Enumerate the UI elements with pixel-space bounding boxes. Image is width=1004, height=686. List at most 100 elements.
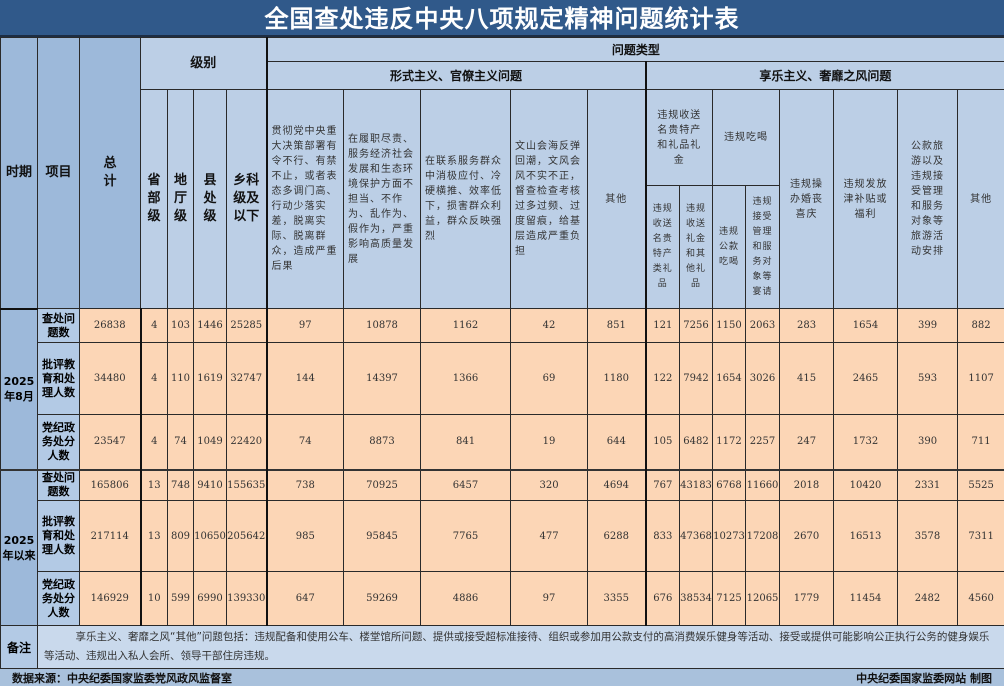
- cell-value: 11454: [834, 572, 898, 626]
- cell-value: 767: [646, 470, 680, 501]
- cell-value: 10273: [713, 501, 746, 572]
- cell-value: 10: [141, 572, 168, 626]
- header-item: 项目: [38, 38, 80, 309]
- cell-value: 10650: [194, 501, 227, 572]
- cell-value: 2465: [834, 343, 898, 415]
- statistics-table: 时期 项目 总计 级别 问题类型 形式主义、官僚主义问题 享乐主义、奢靡之风问题…: [0, 37, 1004, 669]
- header-dining: 违规吃喝: [713, 90, 780, 186]
- cell-value: 283: [780, 309, 834, 343]
- cell-value: 23547: [80, 415, 141, 470]
- cell-value: 2063: [746, 309, 780, 343]
- header-hedonism-other: 其他: [958, 90, 1004, 309]
- cell-value: 399: [898, 309, 958, 343]
- header-total: 总计: [80, 38, 141, 309]
- row-item-label: 批评教育和处理人数: [38, 501, 80, 572]
- cell-value: 4: [141, 343, 168, 415]
- cell-value: 205642: [227, 501, 267, 572]
- cell-value: 4560: [958, 572, 1004, 626]
- cell-value: 13: [141, 470, 168, 501]
- cell-value: 1654: [713, 343, 746, 415]
- row-item-label: 批评教育和处理人数: [38, 343, 80, 415]
- cell-value: 34480: [80, 343, 141, 415]
- cell-value: 1732: [834, 415, 898, 470]
- cell-value: 8873: [344, 415, 421, 470]
- cell-value: 593: [898, 343, 958, 415]
- cell-value: 809: [168, 501, 194, 572]
- cell-value: 97: [267, 309, 344, 343]
- cell-value: 748: [168, 470, 194, 501]
- cell-value: 676: [646, 572, 680, 626]
- cell-value: 110: [168, 343, 194, 415]
- cell-value: 13: [141, 501, 168, 572]
- cell-value: 1619: [194, 343, 227, 415]
- header-problem-type: 问题类型: [267, 38, 1004, 62]
- cell-value: 70925: [344, 470, 421, 501]
- cell-value: 711: [958, 415, 1004, 470]
- cell-value: 599: [168, 572, 194, 626]
- cell-value: 415: [780, 343, 834, 415]
- header-formalism-other: 其他: [588, 90, 646, 309]
- cell-value: 7125: [713, 572, 746, 626]
- cell-value: 6457: [421, 470, 511, 501]
- header-gifts-specialties: 违规收送名贵特产类礼品: [646, 186, 680, 309]
- cell-value: 95845: [344, 501, 421, 572]
- cell-value: 1446: [194, 309, 227, 343]
- header-formalism-meetings: 文山会海反弹回潮，文风会风不实不正，督查检查考核过多过频、过度留痕，给基层造成严…: [511, 90, 588, 309]
- cell-value: 1180: [588, 343, 646, 415]
- cell-value: 146929: [80, 572, 141, 626]
- cell-value: 390: [898, 415, 958, 470]
- header-weddings-funerals: 违规操办婚丧喜庆: [780, 90, 834, 309]
- footer: 数据来源：中央纪委国家监委党风政风监督室 中央纪委国家监委网站 制图: [0, 669, 1004, 686]
- row-item-label: 党纪政务处分人数: [38, 572, 80, 626]
- header-hedonism: 享乐主义、奢靡之风问题: [646, 62, 1004, 90]
- header-allowances: 违规发放津补贴或福利: [834, 90, 898, 309]
- cell-value: 7942: [680, 343, 713, 415]
- cell-value: 1150: [713, 309, 746, 343]
- row-item-label: 查处问题数: [38, 309, 80, 343]
- cell-value: 6482: [680, 415, 713, 470]
- cell-value: 1049: [194, 415, 227, 470]
- header-formalism-masses: 在联系服务群众中消极应付、冷硬横推、效率低下，损害群众利益，群众反映强烈: [421, 90, 511, 309]
- cell-value: 47368: [680, 501, 713, 572]
- cell-value: 2482: [898, 572, 958, 626]
- cell-value: 1107: [958, 343, 1004, 415]
- cell-value: 833: [646, 501, 680, 572]
- cell-value: 1162: [421, 309, 511, 343]
- cell-value: 1654: [834, 309, 898, 343]
- cell-value: 74: [168, 415, 194, 470]
- cell-value: 477: [511, 501, 588, 572]
- cell-value: 2018: [780, 470, 834, 501]
- cell-value: 19: [511, 415, 588, 470]
- cell-value: 738: [267, 470, 344, 501]
- cell-value: 165806: [80, 470, 141, 501]
- header-travel: 公款旅游以及违规接受管理和服务对象等旅游活动安排: [898, 90, 958, 309]
- header-period: 时期: [1, 38, 38, 309]
- cell-value: 3026: [746, 343, 780, 415]
- cell-value: 38534: [680, 572, 713, 626]
- header-dining-banquets: 违规接受管理和服务对象等宴请: [746, 186, 780, 309]
- cell-value: 644: [588, 415, 646, 470]
- cell-value: 9410: [194, 470, 227, 501]
- cell-value: 647: [267, 572, 344, 626]
- cell-value: 4694: [588, 470, 646, 501]
- cell-value: 1366: [421, 343, 511, 415]
- cell-value: 4: [141, 415, 168, 470]
- period-label: 2025年以来: [1, 470, 38, 626]
- data-source: 数据来源：中央纪委国家监委党风政风监督室: [12, 670, 232, 686]
- header-formalism: 形式主义、官僚主义问题: [267, 62, 646, 90]
- cell-value: 217114: [80, 501, 141, 572]
- table-title: 全国查处违反中央八项规定精神问题统计表: [0, 0, 1004, 37]
- cell-value: 7311: [958, 501, 1004, 572]
- cell-value: 882: [958, 309, 1004, 343]
- header-level-province: 省部级: [141, 90, 168, 309]
- cell-value: 122: [646, 343, 680, 415]
- header-level: 级别: [141, 38, 267, 90]
- header-formalism-decisions: 贯彻党中央重大决策部署有令不行、有禁不止，或者表态多调门高、行动少落实差，脱离实…: [267, 90, 344, 309]
- cell-value: 43183: [680, 470, 713, 501]
- remark-label: 备注: [1, 626, 38, 669]
